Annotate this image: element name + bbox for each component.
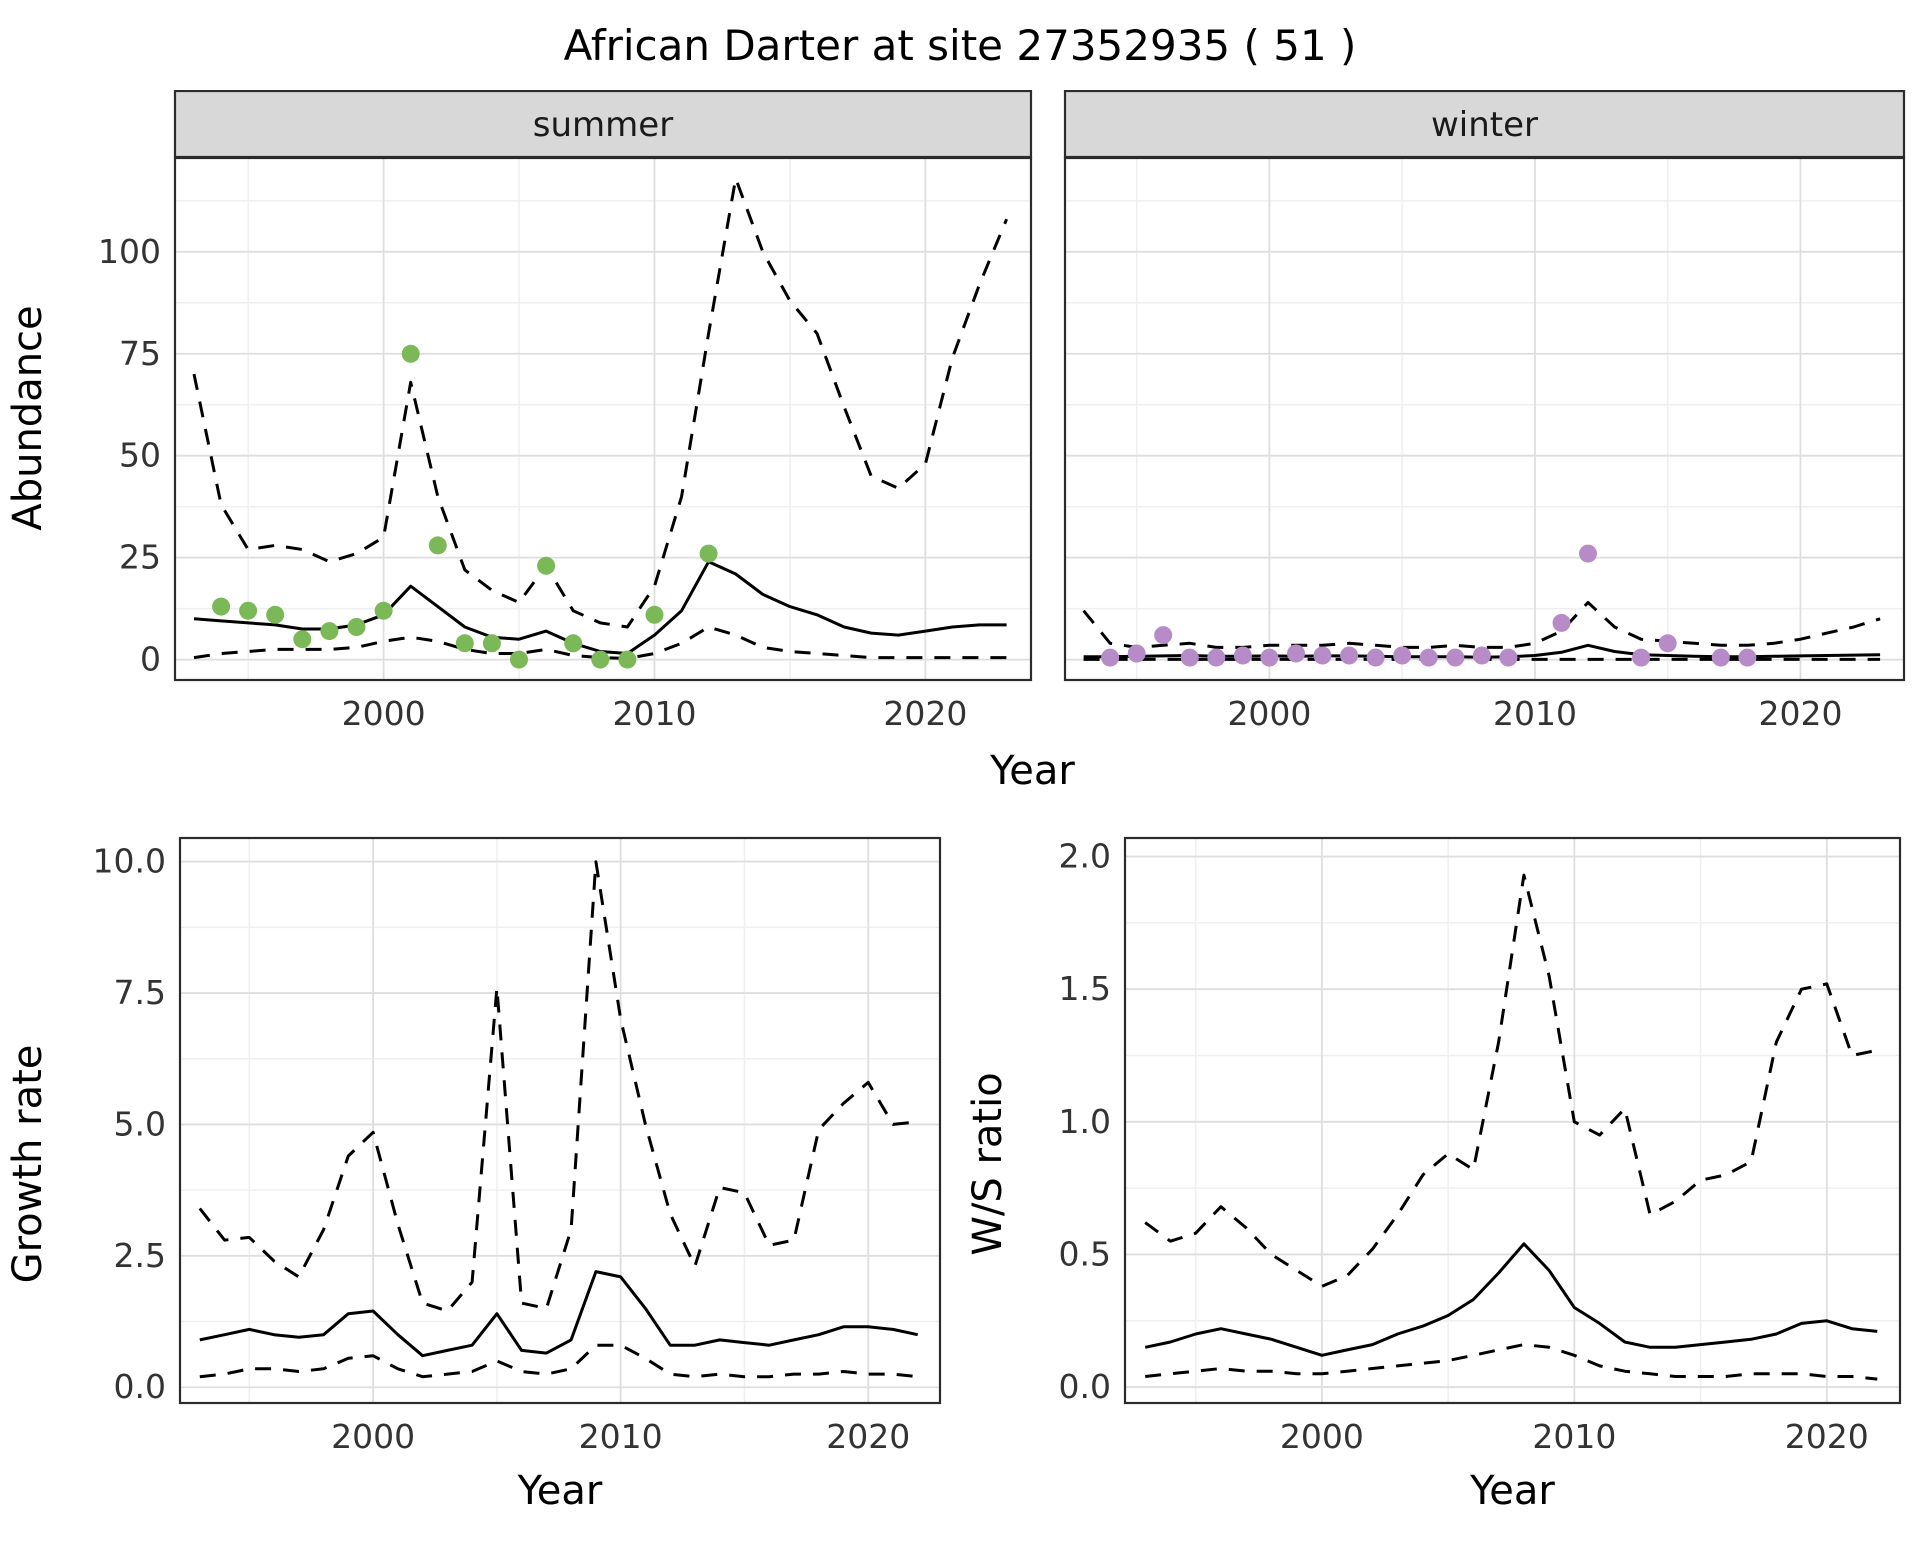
lower-ci-line	[199, 1343, 918, 1379]
facet-strip-label: winter	[1431, 105, 1538, 145]
abundance-axis-label: Abundance	[4, 304, 51, 531]
svg-text:50: 50	[119, 436, 161, 475]
y-tick-labels: 0.0 0.5 1.0 1.5 2.0	[1059, 837, 1111, 1407]
svg-text:2.5: 2.5	[114, 1236, 166, 1275]
upper-ci-line	[198, 860, 918, 1313]
ws-axis: W/S ratio	[960, 803, 1015, 1525]
grid-minor	[175, 158, 1031, 680]
x-tick-labels: 2000 2010 2020	[331, 1417, 910, 1456]
svg-text:0.0: 0.0	[1059, 1367, 1111, 1406]
panel-background	[175, 158, 1031, 680]
panel-background	[180, 838, 940, 1403]
bottom-row: Growth rate 2000 2010 2020 0.0 2.5 5.0 7.5 10.0…	[0, 803, 1920, 1525]
chart-title: African Darter at site 27352935 ( 51 )	[563, 20, 1357, 70]
svg-text:5.0: 5.0	[114, 1104, 166, 1143]
svg-text:2010: 2010	[579, 1417, 663, 1456]
svg-text:2000: 2000	[1280, 1417, 1364, 1456]
svg-text:2000: 2000	[331, 1417, 415, 1456]
growth-axis-label: Growth rate	[4, 1044, 51, 1284]
ws-ratio-panel: 2000 2010 2020 0.0 0.5 1.0 1.5 2.0	[1059, 836, 1902, 1456]
ws-x-axis-label: Year	[1470, 1468, 1555, 1514]
fit-line	[199, 1270, 919, 1358]
svg-text:75: 75	[119, 334, 161, 373]
panel-border	[1123, 836, 1902, 1405]
growth-axis: Growth rate	[0, 803, 55, 1525]
top-x-axis-label: Year	[990, 748, 1075, 794]
lower-ci-line	[1145, 1343, 1878, 1381]
svg-text:2000: 2000	[1227, 694, 1311, 733]
svg-text:2020: 2020	[883, 694, 967, 733]
svg-text:2.0: 2.0	[1059, 837, 1111, 876]
svg-text:1.0: 1.0	[1059, 1102, 1111, 1141]
upper-ci-line	[192, 176, 1008, 629]
grid-major	[175, 158, 1031, 680]
svg-text:2000: 2000	[342, 694, 426, 733]
panel-background	[1125, 838, 1900, 1403]
abundance-axis: Abundance	[0, 90, 55, 745]
svg-text:2010: 2010	[1493, 694, 1577, 733]
svg-text:2010: 2010	[612, 694, 696, 733]
growth-plot-stack: 2000 2010 2020 0.0 2.5 5.0 7.5 10.0 Year	[55, 803, 960, 1525]
winter-facet-panel: 2000 2010 2020 winter	[1063, 90, 1906, 733]
upper-ci-line	[1082, 601, 1881, 649]
summer-facet-panel: 2000 2010 2020 0 25 50 75 100 summer	[98, 90, 1033, 733]
grid-minor	[180, 838, 940, 1403]
x-tick-labels: 2000 2010 2020	[1280, 1417, 1869, 1456]
facet-strip: winter	[1063, 90, 1906, 159]
grid-minor	[1065, 158, 1904, 680]
svg-text:2010: 2010	[1532, 1417, 1616, 1456]
svg-text:2020: 2020	[1758, 694, 1842, 733]
panel-background	[1065, 158, 1904, 680]
observed-points	[212, 344, 718, 669]
ws-axis-label: W/S ratio	[964, 1072, 1011, 1256]
svg-text:0.5: 0.5	[1059, 1234, 1111, 1273]
ws-ratio-plot: W/S ratio 2000 2010 2020 0.0 0.5 1.0 1.5 2.0 Ye…	[960, 803, 1920, 1525]
svg-text:2020: 2020	[1785, 1417, 1869, 1456]
svg-text:25: 25	[119, 538, 161, 577]
growth-rate-panel: 2000 2010 2020 0.0 2.5 5.0 7.5 10.0	[93, 836, 942, 1456]
svg-text:1.5: 1.5	[1059, 969, 1111, 1008]
x-tick-labels: 2000 2010 2020	[342, 694, 968, 733]
observed-points	[1101, 544, 1757, 667]
ws-plot-stack: 2000 2010 2020 0.0 0.5 1.0 1.5 2.0 Year	[1015, 803, 1920, 1525]
facet-strip-label: summer	[533, 105, 673, 145]
svg-text:0.0: 0.0	[114, 1367, 166, 1406]
grid-minor	[1125, 838, 1900, 1403]
panel-border	[178, 836, 942, 1405]
svg-text:10.0: 10.0	[93, 842, 166, 881]
abundance-row: Abundance 2000 2010 2020 0 25 50 75 100 summer 2…	[0, 90, 1920, 745]
grid-major	[180, 838, 940, 1403]
upper-ci-line	[1144, 873, 1878, 1288]
y-tick-labels: 0.0 2.5 5.0 7.5 10.0	[93, 842, 166, 1407]
fit-line	[1144, 1242, 1878, 1357]
svg-text:2020: 2020	[826, 1417, 910, 1456]
facet-strip: summer	[173, 90, 1033, 159]
svg-text:0: 0	[140, 640, 161, 679]
svg-text:100: 100	[98, 232, 161, 271]
growth-rate-plot: Growth rate 2000 2010 2020 0.0 2.5 5.0 7.5 10.0…	[0, 803, 960, 1525]
svg-text:7.5: 7.5	[114, 973, 166, 1012]
growth-x-axis-label: Year	[517, 1468, 603, 1514]
y-tick-labels: 0 25 50 75 100	[98, 232, 161, 679]
x-tick-labels: 2000 2010 2020	[1227, 694, 1842, 733]
